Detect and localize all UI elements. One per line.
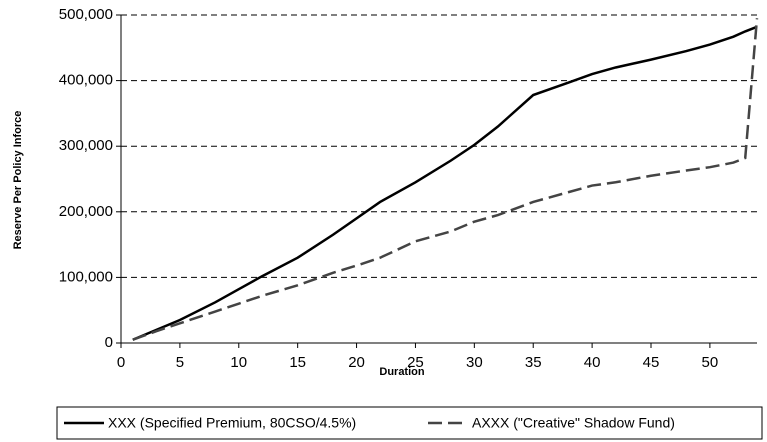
y-tick-label: 300,000 xyxy=(59,137,113,154)
legend-label: AXXX ("Creative" Shadow Fund) xyxy=(472,415,675,431)
x-tick-label: 25 xyxy=(407,354,424,371)
x-tick-label: 10 xyxy=(230,354,247,371)
x-tick-label: 5 xyxy=(176,354,184,371)
x-tick-label: 50 xyxy=(702,354,719,371)
x-tick-label: 35 xyxy=(525,354,542,371)
x-tick-label: 20 xyxy=(348,354,365,371)
y-tick-label: 0 xyxy=(105,334,113,351)
x-tick-label: 30 xyxy=(466,354,483,371)
y-tick-label: 200,000 xyxy=(59,203,113,220)
y-tick-label: 400,000 xyxy=(59,72,113,89)
x-tick-label: 40 xyxy=(584,354,601,371)
chart: Duration Reserve Per Policy Inforce 0100… xyxy=(0,0,767,442)
y-axis-title: Reserve Per Policy Inforce xyxy=(12,111,24,250)
legend-label: XXX (Specified Premium, 80CSO/4.5%) xyxy=(108,415,356,431)
y-tick-label: 500,000 xyxy=(59,6,113,23)
x-tick-label: 45 xyxy=(643,354,660,371)
x-tick-label: 0 xyxy=(117,354,125,371)
x-tick-label: 15 xyxy=(289,354,306,371)
series-line xyxy=(133,18,757,339)
series-line xyxy=(133,27,757,340)
y-tick-label: 100,000 xyxy=(59,268,113,285)
